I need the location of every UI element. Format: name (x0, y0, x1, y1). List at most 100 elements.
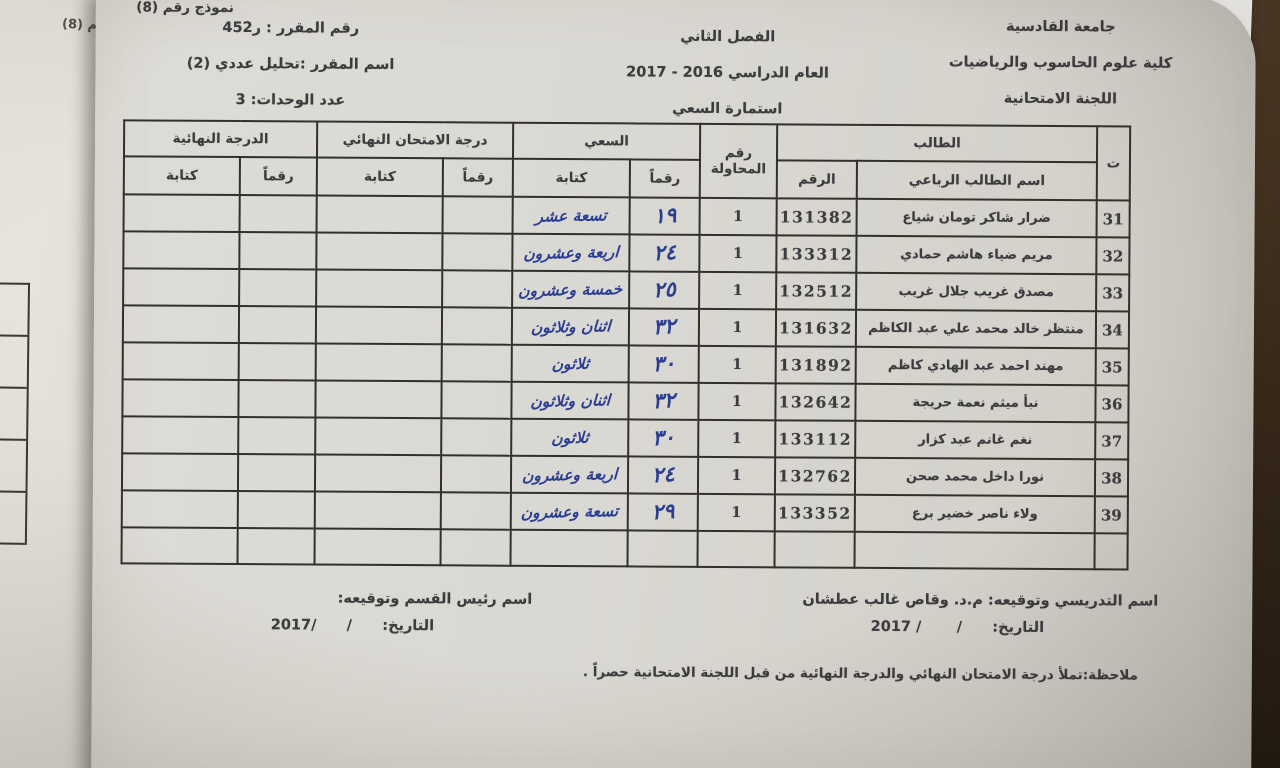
student-number-value: 132512 (779, 281, 854, 301)
sai-numeric-handwritten-value: ٢٤ (650, 461, 676, 488)
final-written-cell (121, 527, 238, 565)
committee-note: ملاحظة:تملأ درجة الامتحان النهائي والدرج… (582, 664, 1138, 684)
course-name: اسم المقرر :تحليل عددي (2) (186, 55, 395, 73)
student-number-cell: 131892 (775, 346, 856, 384)
student-rows: 31 ضرار شاكر تومان شياع 131382 1 ١٩ تسعة… (121, 194, 1130, 534)
col-header-sai-written: كتابة (512, 158, 630, 198)
empty-row (121, 527, 1128, 570)
student-name-value: مهند احمد عبد الهادي كاظم (887, 358, 1064, 375)
attempt-cell: 1 (698, 345, 776, 384)
back-sheet-cell (0, 388, 27, 441)
sai-numeric-cell: ٢٩ (627, 493, 698, 531)
final-numeric-cell (238, 417, 316, 455)
sai-written-handwritten-value: ثلاثون (550, 428, 589, 448)
student-name-cell: ولاء ناصر خضير برع (854, 494, 1095, 534)
student-number-value: 132642 (778, 392, 853, 412)
college-name: كلية علوم الحاسوب والرياضيات (948, 54, 1173, 72)
exam-grade-form-paper: نموذج رقم (8) جامعة القادسية كلية علوم ا… (91, 0, 1256, 768)
student-number-value: 133312 (779, 244, 854, 264)
final-written-cell (122, 416, 239, 455)
back-sheet-cell (0, 336, 28, 389)
seq-value: 32 (1102, 246, 1124, 265)
exam-written-cell (315, 380, 442, 419)
attempt-value: 1 (731, 504, 742, 522)
header-institution-block: جامعة القادسية كلية علوم الحاسوب والرياض… (893, 8, 1228, 118)
student-number-cell: 133352 (774, 494, 855, 532)
student-row: 36 نبأ ميثم نعمة حريجة 132642 1 ٣٢ اثنان… (122, 379, 1129, 423)
student-number-cell: 132642 (775, 383, 856, 421)
sai-numeric-handwritten-value: ٢٥ (652, 276, 677, 303)
sai-written-cell: ثلاثون (511, 418, 629, 457)
sai-numeric-handwritten-value: ٣٢ (651, 387, 676, 414)
attempt-value: 1 (731, 430, 742, 448)
header-course-block: رقم المقرر : ر452 اسم المقرر :تحليل عددي… (123, 9, 458, 119)
col-header-student-number: الرقم (776, 160, 857, 199)
col-group-student: الطالب (776, 124, 1098, 163)
sai-written-cell (510, 529, 628, 567)
student-name-cell: منتظر خالد محمد علي عبد الكاظم (855, 309, 1097, 349)
col-group-final-exam: درجة الامتحان النهائي (316, 121, 514, 159)
seq-value: 37 (1101, 431, 1123, 450)
student-number-cell: 131382 (776, 198, 857, 236)
attempt-value: 1 (732, 319, 743, 337)
department-head-label: اسم رئيس القسم وتوقيعه: (337, 590, 533, 608)
teacher-signature-block: اسم التدريسي وتوقيعه: م.د. وقاص غالب عطش… (802, 591, 1158, 636)
sai-numeric-cell: ٢٤ (629, 234, 700, 272)
course-units: عدد الوحدات: 3 (235, 92, 346, 109)
col-header-student-name: اسم الطالب الرباعي (856, 160, 1097, 201)
attempt-cell: 1 (697, 493, 775, 532)
exam-written-cell (316, 269, 443, 308)
attempt-cell: 1 (698, 382, 776, 421)
student-name-cell: نغم غانم عبد كزار (855, 420, 1096, 460)
attempt-value: 1 (733, 208, 744, 226)
sai-written-cell: تسعة وعشرون (510, 492, 628, 531)
sai-numeric-cell: ٣٢ (628, 382, 699, 420)
seq-cell (1094, 533, 1128, 570)
sai-written-handwritten-value: تسعة وعشرون (520, 502, 619, 523)
exam-written-cell (315, 417, 442, 456)
attempt-value: 1 (731, 393, 743, 411)
seq-cell: 36 (1095, 385, 1129, 423)
student-name-value: نورا داخل محمد صحن (906, 469, 1045, 485)
student-name-cell: مريم ضياء هاشم حمادي (856, 235, 1097, 275)
exam-numeric-cell (442, 196, 513, 234)
sai-numeric-cell: ٣٢ (628, 308, 700, 346)
seq-value: 34 (1101, 320, 1123, 339)
sai-written-handwritten-value: اثنان وثلاثون (529, 391, 611, 411)
final-numeric-cell (238, 306, 317, 344)
sai-numeric-handwritten-value: ٢٤ (652, 239, 677, 266)
exam-numeric-cell (440, 455, 512, 493)
col-header-sai-numeric: رقماً (629, 159, 700, 198)
exam-written-cell (316, 195, 443, 234)
student-number-cell: 133112 (775, 420, 856, 458)
student-number-value: 131892 (778, 355, 853, 375)
seq-cell: 38 (1094, 459, 1129, 497)
final-written-cell (122, 305, 240, 344)
seq-cell: 32 (1096, 237, 1130, 275)
student-number-cell: 131632 (775, 309, 857, 347)
course-number: رقم المقرر : ر452 (222, 19, 360, 37)
sai-written-cell: خمسة وعشرون (512, 270, 630, 309)
sai-numeric-handwritten-value: ٣٠ (651, 350, 676, 377)
attempt-cell: 1 (698, 308, 777, 347)
student-name-value: منتظر خالد محمد علي عبد الكاظم (868, 320, 1084, 338)
exam-written-cell (315, 306, 443, 345)
exam-numeric-cell (440, 492, 511, 530)
col-header-final-numeric: رقماً (239, 157, 317, 196)
attempt-value: 1 (732, 356, 743, 374)
student-name-value: ولاء ناصر خضير برع (911, 506, 1038, 522)
student-number-value: 132762 (778, 466, 852, 486)
sai-written-handwritten-value: اثنان وثلاثون (530, 317, 611, 337)
final-written-cell (121, 453, 239, 492)
attempt-value: 1 (731, 467, 742, 485)
sai-numeric-handwritten-value: ٢٩ (650, 498, 675, 525)
final-written-cell (123, 231, 240, 270)
attempt-cell: 1 (698, 419, 776, 458)
student-name-value: مريم ضياء هاشم حمادي (900, 247, 1053, 264)
col-group-sai: السعي (512, 122, 701, 160)
sai-numeric-cell: ٢٥ (629, 271, 700, 309)
grades-table: ت الطالب رقم المحاولة السعي درجة الامتحا… (120, 119, 1131, 570)
sai-written-cell: اربعة وعشرون (512, 233, 630, 272)
student-row: 39 ولاء ناصر خضير برع 133352 1 ٢٩ تسعة و… (121, 490, 1128, 534)
final-written-cell (123, 268, 240, 307)
